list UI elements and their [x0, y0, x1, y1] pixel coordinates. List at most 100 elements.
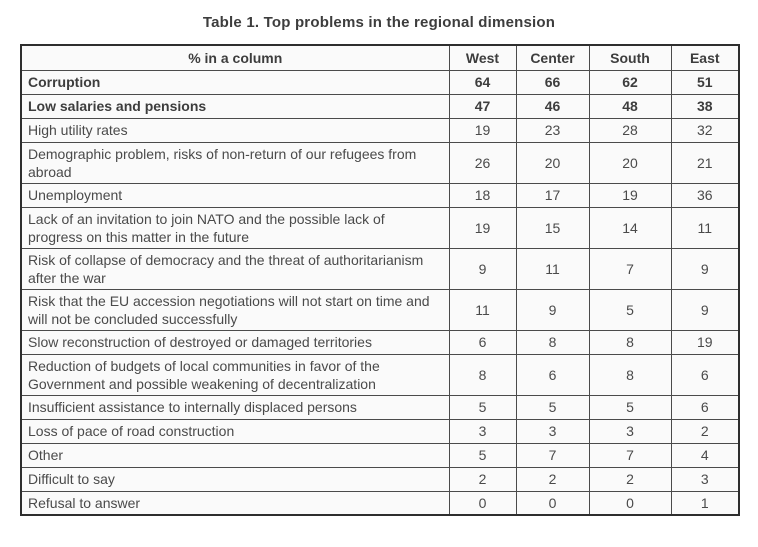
row-value: 0: [588, 490, 672, 516]
table-body: Corruption 64 66 62 51 Low salaries and pensi…: [20, 69, 740, 516]
row-value: 2: [515, 466, 590, 492]
table-row: Demographic problem, risks of non-return…: [20, 141, 740, 184]
row-value: 8: [588, 329, 672, 355]
row-label: Insufficient assistance to internally di…: [20, 394, 450, 420]
row-value: 2: [588, 466, 672, 492]
row-value: 18: [448, 182, 517, 208]
row-label: High utility rates: [20, 117, 450, 143]
table-row: Corruption 64 66 62 51: [20, 69, 740, 95]
row-value: 4: [670, 442, 740, 468]
row-value: 8: [448, 353, 517, 396]
row-value: 11: [515, 247, 590, 290]
row-value: 7: [588, 442, 672, 468]
row-label: Loss of pace of road construction: [20, 418, 450, 444]
row-value: 26: [448, 141, 517, 184]
column-header-center: Center: [515, 44, 590, 71]
row-value: 20: [515, 141, 590, 184]
row-value: 0: [515, 490, 590, 516]
row-value: 2: [670, 418, 740, 444]
row-label: Difficult to say: [20, 466, 450, 492]
table-row: Slow reconstruction of destroyed or dama…: [20, 329, 740, 355]
table-title: Table 1. Top problems in the regional di…: [202, 14, 556, 31]
row-value: 5: [448, 442, 517, 468]
column-header-west: West: [448, 44, 517, 71]
row-value: 21: [670, 141, 740, 184]
row-value: 20: [588, 141, 672, 184]
table-row: Reduction of budgets of local communitie…: [20, 353, 740, 396]
row-value: 0: [448, 490, 517, 516]
row-value: 9: [515, 288, 590, 331]
row-value: 6: [670, 353, 740, 396]
table-row: Risk that the EU accession negotiations …: [20, 288, 740, 331]
row-value: 46: [515, 93, 590, 119]
row-value: 2: [448, 466, 517, 492]
row-value: 11: [670, 206, 740, 249]
column-header-label: % in a column: [20, 44, 450, 71]
row-value: 3: [448, 418, 517, 444]
table-header-row: % in a column West Center South East: [20, 44, 740, 71]
row-value: 6: [448, 329, 517, 355]
table-row: Loss of pace of road construction 3 3 3 2: [20, 418, 740, 444]
row-label: Low salaries and pensions: [20, 93, 450, 119]
row-value: 51: [670, 69, 740, 95]
row-value: 3: [670, 466, 740, 492]
row-value: 3: [515, 418, 590, 444]
row-value: 7: [588, 247, 672, 290]
row-label: Risk that the EU accession negotiations …: [20, 288, 450, 331]
row-value: 8: [588, 353, 672, 396]
row-value: 6: [670, 394, 740, 420]
row-value: 66: [515, 69, 590, 95]
row-value: 19: [448, 206, 517, 249]
row-value: 8: [515, 329, 590, 355]
row-label: Other: [20, 442, 450, 468]
column-header-east: East: [670, 44, 740, 71]
table-row: High utility rates 19 23 28 32: [20, 117, 740, 143]
row-value: 17: [515, 182, 590, 208]
row-value: 9: [670, 288, 740, 331]
row-value: 5: [448, 394, 517, 420]
row-value: 6: [515, 353, 590, 396]
row-label: Corruption: [20, 69, 450, 95]
row-value: 28: [588, 117, 672, 143]
table-row: Risk of collapse of democracy and the th…: [20, 247, 740, 290]
row-value: 19: [588, 182, 672, 208]
row-value: 23: [515, 117, 590, 143]
problems-table: % in a column West Center South East Cor…: [20, 44, 740, 516]
row-value: 62: [588, 69, 672, 95]
table-row: Low salaries and pensions 47 46 48 38: [20, 93, 740, 119]
row-value: 1: [670, 490, 740, 516]
row-value: 9: [670, 247, 740, 290]
row-value: 19: [448, 117, 517, 143]
row-label: Refusal to answer: [20, 490, 450, 516]
row-value: 5: [515, 394, 590, 420]
row-value: 14: [588, 206, 672, 249]
row-label: Demographic problem, risks of non-return…: [20, 141, 450, 184]
row-value: 11: [448, 288, 517, 331]
column-header-south: South: [588, 44, 672, 71]
row-label: Slow reconstruction of destroyed or dama…: [20, 329, 450, 355]
row-value: 19: [670, 329, 740, 355]
row-value: 32: [670, 117, 740, 143]
row-label: Risk of collapse of democracy and the th…: [20, 247, 450, 290]
row-value: 9: [448, 247, 517, 290]
row-value: 7: [515, 442, 590, 468]
table-row: Lack of an invitation to join NATO and t…: [20, 206, 740, 249]
table-row: Difficult to say 2 2 2 3: [20, 466, 740, 492]
row-value: 15: [515, 206, 590, 249]
row-value: 47: [448, 93, 517, 119]
row-value: 5: [588, 288, 672, 331]
row-value: 3: [588, 418, 672, 444]
row-value: 48: [588, 93, 672, 119]
table-row: Insufficient assistance to internally di…: [20, 394, 740, 420]
table-row: Refusal to answer 0 0 0 1: [20, 490, 740, 516]
row-value: 5: [588, 394, 672, 420]
row-label: Unemployment: [20, 182, 450, 208]
row-value: 64: [448, 69, 517, 95]
row-value: 38: [670, 93, 740, 119]
row-value: 36: [670, 182, 740, 208]
row-label: Reduction of budgets of local communitie…: [20, 353, 450, 396]
row-label: Lack of an invitation to join NATO and t…: [20, 206, 450, 249]
table-row: Unemployment 18 17 19 36: [20, 182, 740, 208]
table-row: Other 5 7 7 4: [20, 442, 740, 468]
